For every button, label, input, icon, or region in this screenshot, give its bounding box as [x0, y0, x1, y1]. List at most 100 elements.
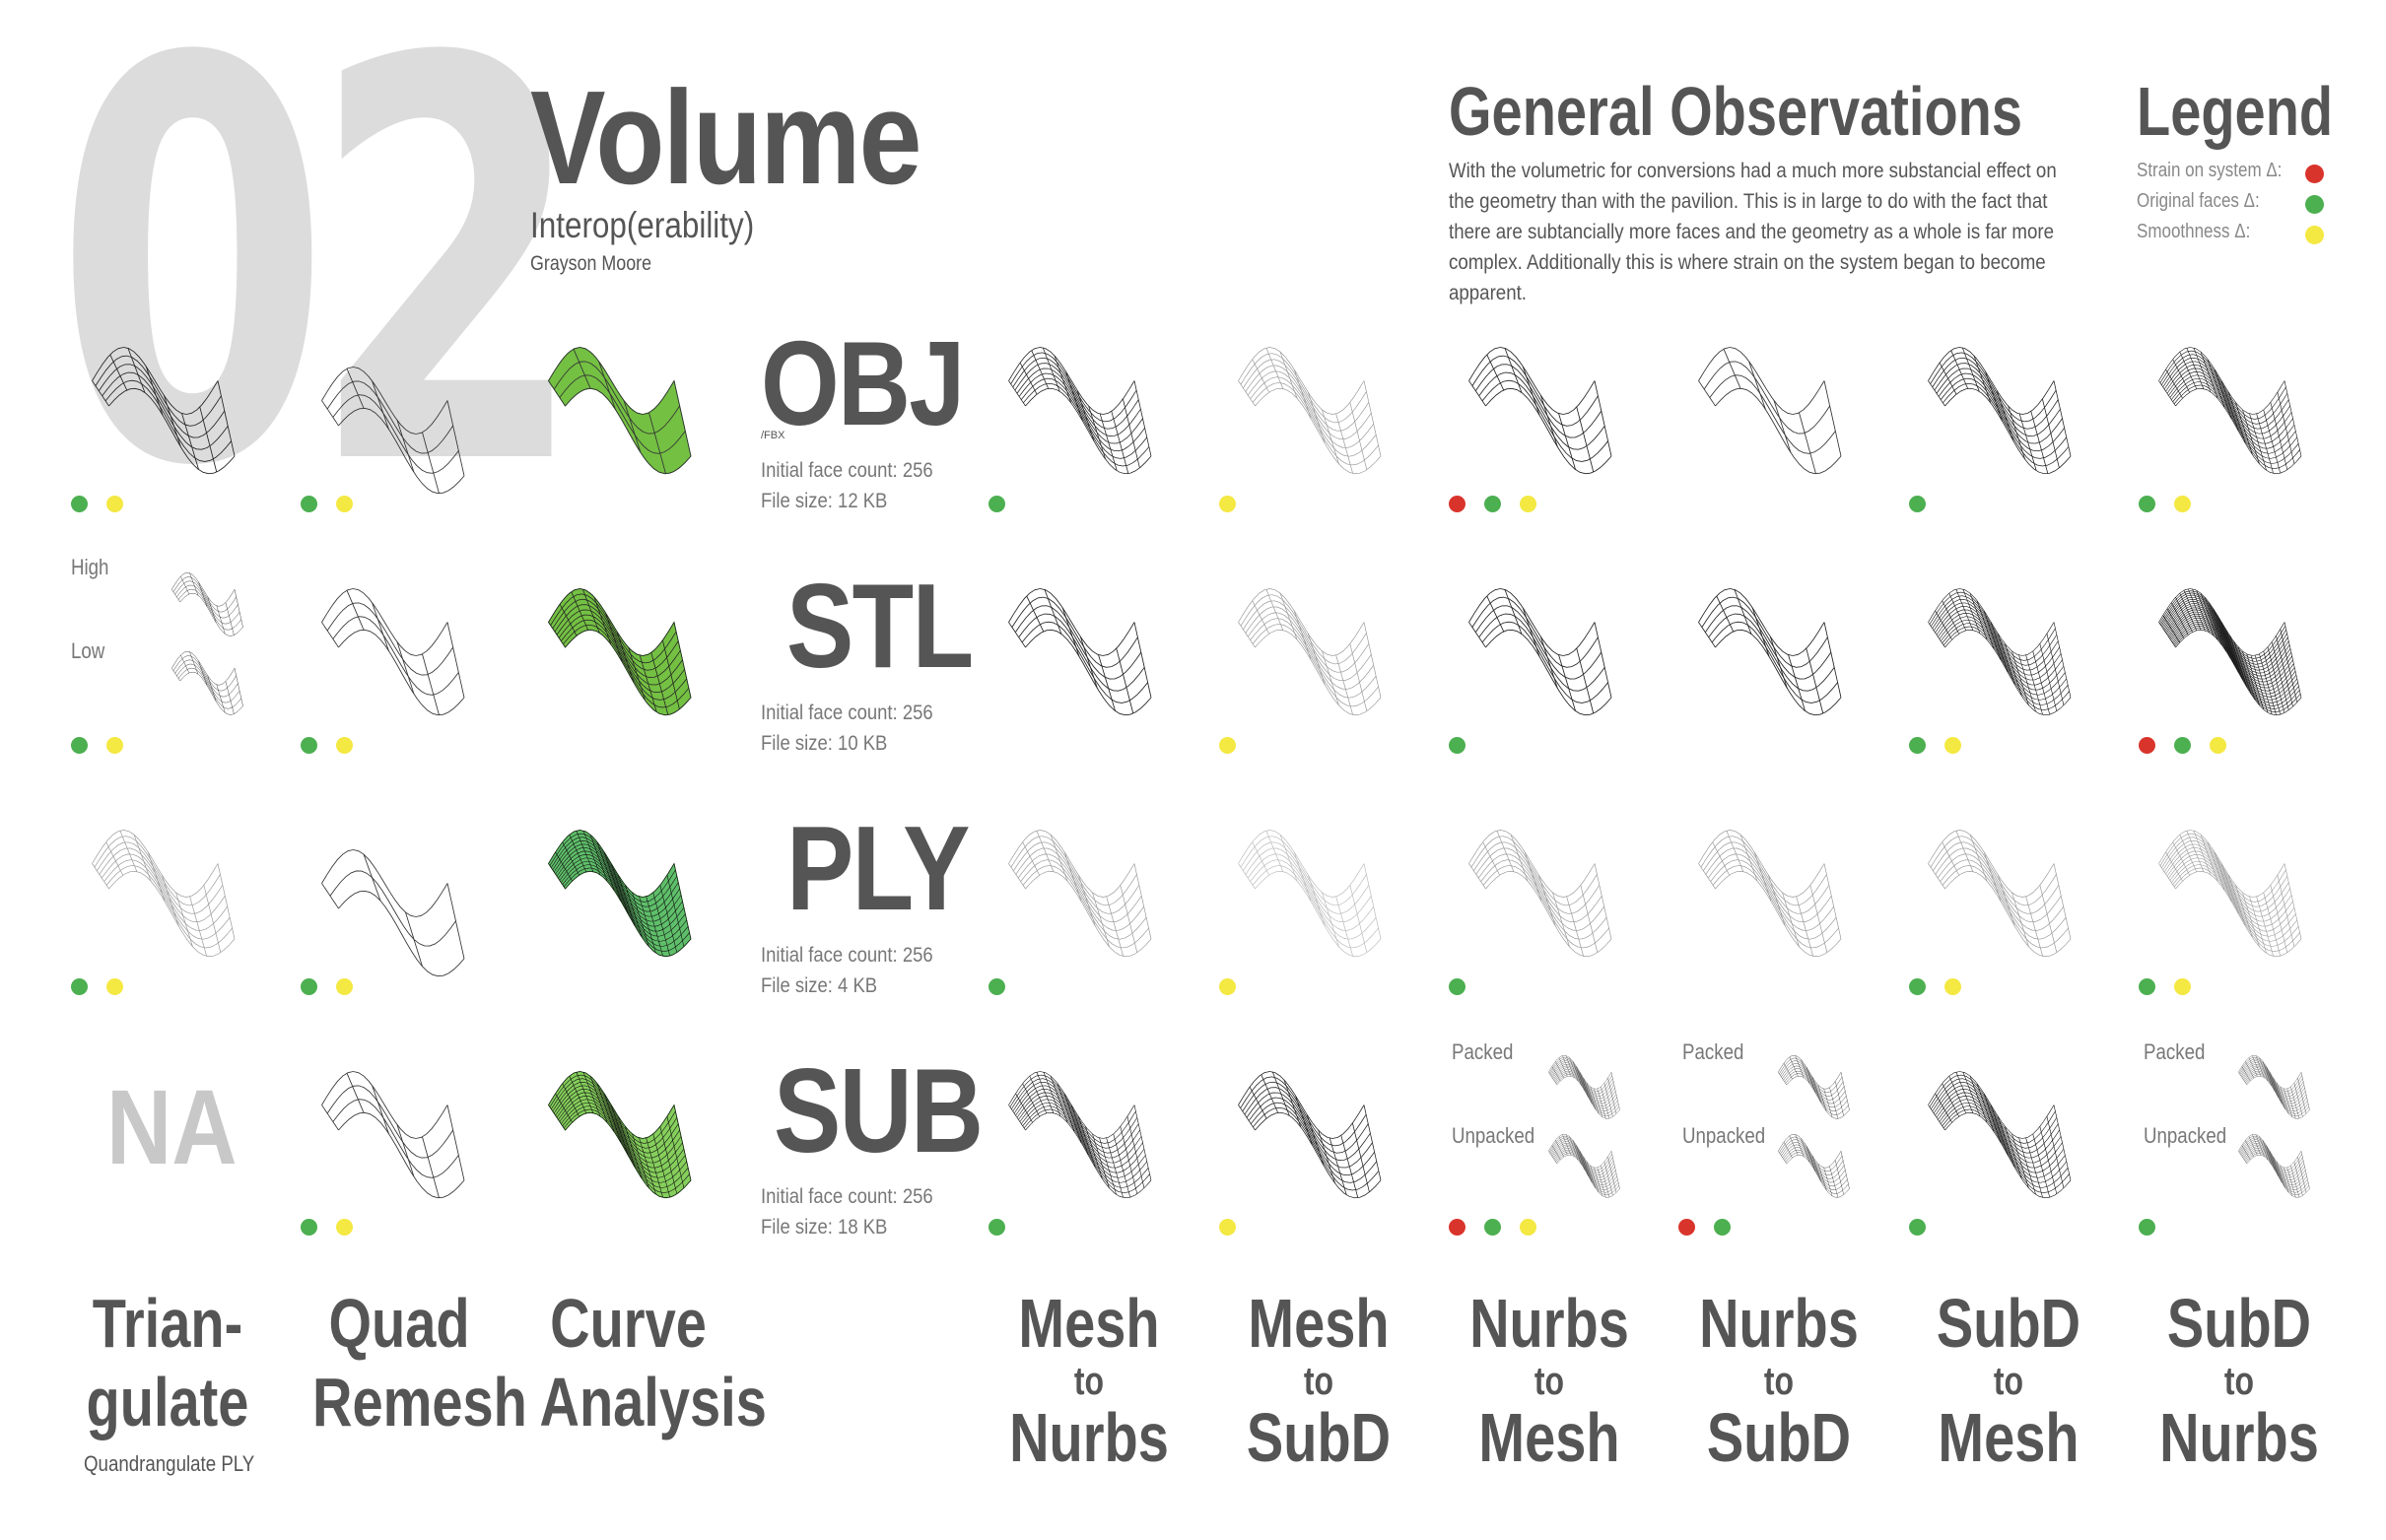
unpacked-label: Unpacked [1682, 1123, 1766, 1148]
page-subtitle: Interop(erability) [530, 205, 755, 245]
section-number: 02 [54, 0, 586, 587]
label-line: to [2223, 1360, 2255, 1403]
mesh-shape [1928, 1071, 2072, 1199]
label-line: SubD [2166, 1285, 2312, 1362]
column-label-mesh-to-subd: Mesh to SubD [1215, 1289, 1422, 1472]
column-label-subd-to-nurbs: SubD to Nurbs [2136, 1289, 2343, 1472]
label-line: Quad [328, 1285, 470, 1362]
page-title: Volume [530, 63, 921, 212]
green-dot-icon [1714, 1219, 1731, 1236]
column-label-quad-remesh: Quad Remesh [291, 1285, 527, 1440]
curve-analysis-shape [547, 588, 692, 716]
mesh-shape [1008, 588, 1152, 716]
mesh-shape [1468, 588, 1612, 716]
not-applicable-label: NA [106, 1067, 238, 1186]
mesh-shape [321, 588, 465, 716]
green-dot-icon [988, 496, 1005, 512]
green-dot-icon [71, 978, 88, 995]
label-line: Trian- [92, 1285, 243, 1362]
yellow-dot-icon [336, 1219, 353, 1236]
red-dot-icon [2305, 165, 2324, 183]
mesh-shape [1008, 830, 1152, 958]
high-label: High [71, 555, 109, 579]
green-dot-icon [301, 1219, 317, 1236]
legend-item-strain: Strain on system Δ: [2137, 160, 2324, 189]
label-line: SubD [1936, 1285, 2081, 1362]
mesh-shape-packed [1548, 1055, 1620, 1119]
curve-analysis-shape [547, 1071, 692, 1199]
green-dot-icon [2305, 195, 2324, 214]
yellow-dot-icon [106, 496, 123, 512]
mesh-shape-packed [1778, 1055, 1850, 1119]
column-label-curve-analysis: Curve Analysis [517, 1289, 767, 1437]
yellow-dot-icon [2210, 737, 2226, 754]
red-dot-icon [1678, 1219, 1695, 1236]
green-dot-icon [1449, 978, 1466, 995]
observations-heading: General Observations [1449, 73, 2023, 150]
green-dot-icon [1909, 496, 1926, 512]
triangulate-note: Quandrangulate PLY [84, 1451, 255, 1476]
yellow-dot-icon [336, 496, 353, 512]
face-count: Initial face count: 256 [761, 944, 933, 967]
label-line: Mesh [1248, 1285, 1390, 1362]
green-dot-icon [301, 496, 317, 512]
green-dot-icon [1484, 1219, 1501, 1236]
green-dot-icon [1909, 978, 1926, 995]
column-label-nurbs-to-mesh: Nurbs to Mesh [1446, 1289, 1653, 1472]
mesh-shape [321, 849, 465, 977]
mesh-shape [1238, 1071, 1382, 1199]
mesh-shape [1698, 588, 1842, 716]
mesh-shape [1928, 588, 2072, 716]
yellow-dot-icon [336, 737, 353, 754]
file-size: File size: 4 KB [761, 974, 878, 997]
label-line: Nurbs [1699, 1285, 1859, 1362]
format-note: /FBX [761, 430, 785, 441]
file-size: File size: 18 KB [761, 1216, 888, 1239]
legend-heading: Legend [2137, 73, 2334, 150]
packed-label: Packed [1452, 1039, 1514, 1064]
legend-label: Strain on system Δ: [2137, 160, 2283, 181]
mesh-shape-packed [2238, 1055, 2310, 1119]
label-line: Mesh [1018, 1285, 1160, 1362]
green-dot-icon [1449, 737, 1466, 754]
mesh-shape [1468, 347, 1612, 475]
mesh-shape [1468, 830, 1612, 958]
packed-label: Packed [2144, 1039, 2206, 1064]
observations-text: With the volumetric for conversions had … [1449, 160, 2057, 304]
yellow-dot-icon [1520, 1219, 1536, 1236]
yellow-dot-icon [1219, 496, 1236, 512]
yellow-dot-icon [1219, 1219, 1236, 1236]
yellow-dot-icon [1944, 737, 1961, 754]
format-name-stl: STL [786, 559, 974, 693]
green-dot-icon [2139, 1219, 2155, 1236]
mesh-shape-unpacked [1548, 1134, 1620, 1198]
mesh-shape-low [171, 651, 243, 715]
mesh-shape-unpacked [2238, 1134, 2310, 1198]
column-label-triangulate: Trian- gulate [59, 1289, 276, 1437]
yellow-dot-icon [1219, 978, 1236, 995]
label-line: Remesh [312, 1364, 527, 1440]
label-line: to [1073, 1360, 1105, 1403]
mesh-shape [1238, 588, 1382, 716]
green-dot-icon [2174, 737, 2191, 754]
green-dot-icon [301, 978, 317, 995]
legend-label: Original faces Δ: [2137, 190, 2260, 212]
face-count: Initial face count: 256 [761, 702, 933, 724]
low-label: Low [71, 638, 105, 663]
green-dot-icon [2139, 496, 2155, 512]
column-label-nurbs-to-subd: Nurbs to SubD [1675, 1289, 1882, 1472]
mesh-shape [2158, 588, 2302, 716]
mesh-shape [1698, 830, 1842, 958]
mesh-shape-high [171, 572, 243, 636]
yellow-dot-icon [106, 737, 123, 754]
yellow-dot-icon [2305, 226, 2324, 244]
green-dot-icon [301, 737, 317, 754]
yellow-dot-icon [1219, 737, 1236, 754]
red-dot-icon [2139, 737, 2155, 754]
mesh-shape [1928, 830, 2072, 958]
mesh-shape [92, 830, 236, 958]
curve-analysis-shape [547, 347, 692, 475]
curve-analysis-shape [547, 830, 692, 958]
label-line: to [1303, 1360, 1334, 1403]
label-line: SubD [1706, 1399, 1852, 1476]
